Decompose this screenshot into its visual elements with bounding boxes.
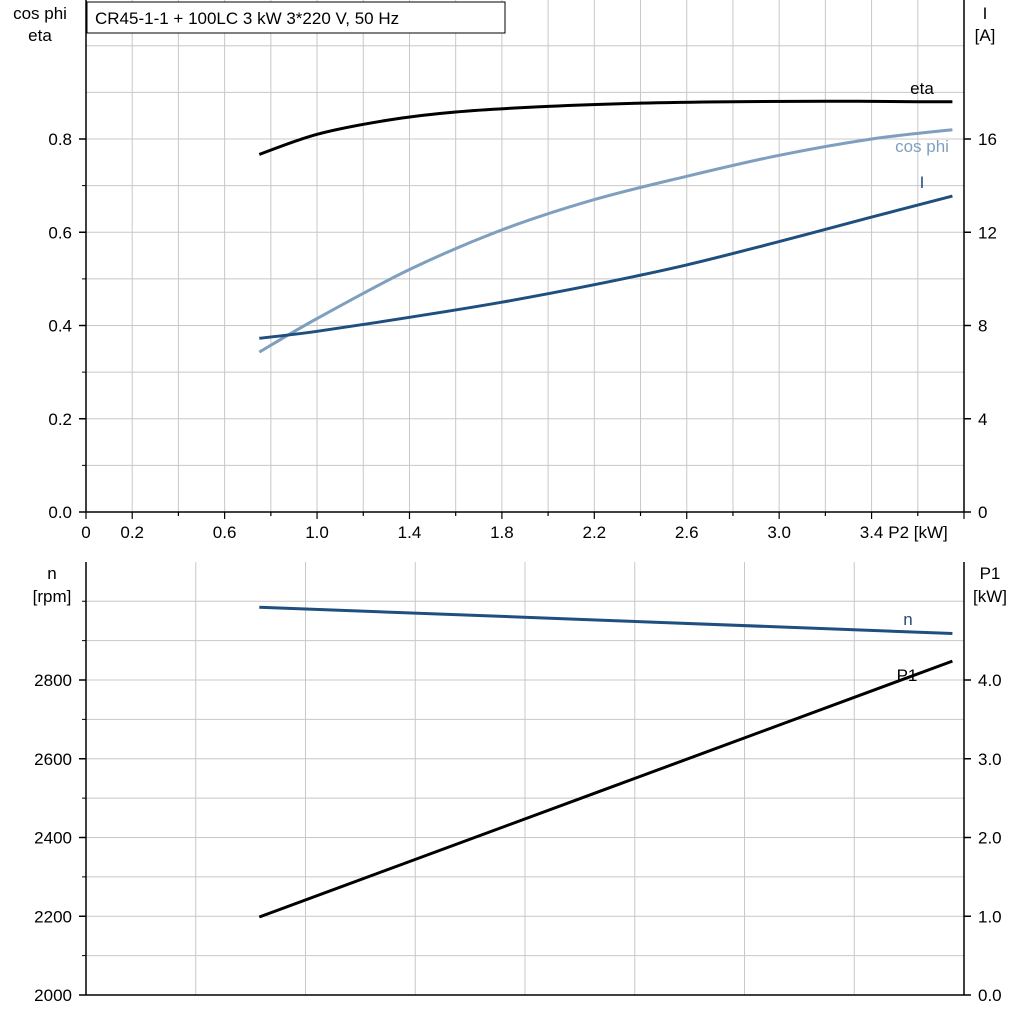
cosphi-curve-label: cos phi — [895, 137, 949, 156]
right-axis-title-i: I — [983, 4, 988, 23]
bottom-left-tick-label: 2600 — [34, 750, 72, 769]
labels-layer: 0.0 0.2 0.4 0.6 0.8 0 4 8 12 16 0 0.2 0.6 1.0 1.4 1.8 2.… — [13, 4, 1007, 1005]
x-axis-label: P2 [kW] — [888, 523, 948, 542]
bottom-left-tick-label: 2000 — [34, 986, 72, 1005]
speed-curve — [259, 605, 953, 635]
bottom-right-tick-label: 1.0 — [978, 907, 1002, 926]
p1-curve-label: P1 — [897, 666, 918, 685]
top-left-tick-label: 0.0 — [48, 503, 72, 522]
p1-axis-unit: [kW] — [973, 587, 1007, 606]
curves-layer — [258, 99, 953, 919]
right-axis-title-unit: [A] — [975, 26, 996, 45]
top-left-tick-label: 0.8 — [48, 130, 72, 149]
bottom-left-tick-label: 2200 — [34, 907, 72, 926]
top-right-tick-label: 16 — [978, 130, 997, 149]
p1-axis-title: P1 — [980, 564, 1001, 583]
bottom-left-tick-label: 2800 — [34, 671, 72, 690]
top-x-tick-label: 1.4 — [398, 523, 422, 542]
top-x-tick-label: 2.6 — [675, 523, 699, 542]
top-x-tick-label: 2.2 — [582, 523, 606, 542]
speed-axis-unit: [rpm] — [33, 587, 72, 606]
top-x-tick-label: 3.0 — [767, 523, 791, 542]
chart-title: CR45-1-1 + 100LC 3 kW 3*220 V, 50 Hz — [95, 9, 399, 28]
top-right-tick-label: 8 — [978, 317, 987, 336]
eta-curve-label: eta — [910, 79, 934, 98]
top-left-tick-label: 0.4 — [48, 317, 72, 336]
top-right-tick-label: 12 — [978, 223, 997, 242]
bottom-right-tick-label: 2.0 — [978, 829, 1002, 848]
bottom-right-tick-label: 0.0 — [978, 986, 1002, 1005]
left-axis-title-cosphi: cos phi — [13, 4, 67, 23]
bottom-right-tick-label: 4.0 — [978, 671, 1002, 690]
top-left-tick-label: 0.2 — [48, 410, 72, 429]
chart-title-box: CR45-1-1 + 100LC 3 kW 3*220 V, 50 Hz — [86, 1, 506, 34]
top-x-tick-label: 0.6 — [213, 523, 237, 542]
top-x-tick-label: 0.2 — [120, 523, 144, 542]
p1-curve — [258, 659, 953, 919]
speed-axis-title: n — [47, 564, 56, 583]
top-x-tick-label: 1.0 — [305, 523, 329, 542]
eta-curve — [258, 99, 953, 156]
top-right-tick-label: 0 — [978, 503, 987, 522]
bottom-right-tick-label: 3.0 — [978, 750, 1002, 769]
top-x-tick-label: 3.4 — [860, 523, 884, 542]
title-frame — [86, 1, 506, 34]
current-curve-label: I — [920, 173, 925, 192]
top-left-tick-label: 0.6 — [48, 223, 72, 242]
cosphi-curve — [258, 128, 953, 354]
speed-curve-label: n — [903, 610, 912, 629]
top-x-tick-label: 1.8 — [490, 523, 514, 542]
top-x-tick-label: 0 — [81, 523, 90, 542]
top-chart-grid — [79, 0, 971, 519]
bottom-left-tick-label: 2400 — [34, 829, 72, 848]
current-curve — [259, 194, 953, 340]
left-axis-title-eta: eta — [28, 26, 52, 45]
bottom-chart-grid — [79, 562, 971, 996]
top-right-tick-label: 4 — [978, 410, 987, 429]
